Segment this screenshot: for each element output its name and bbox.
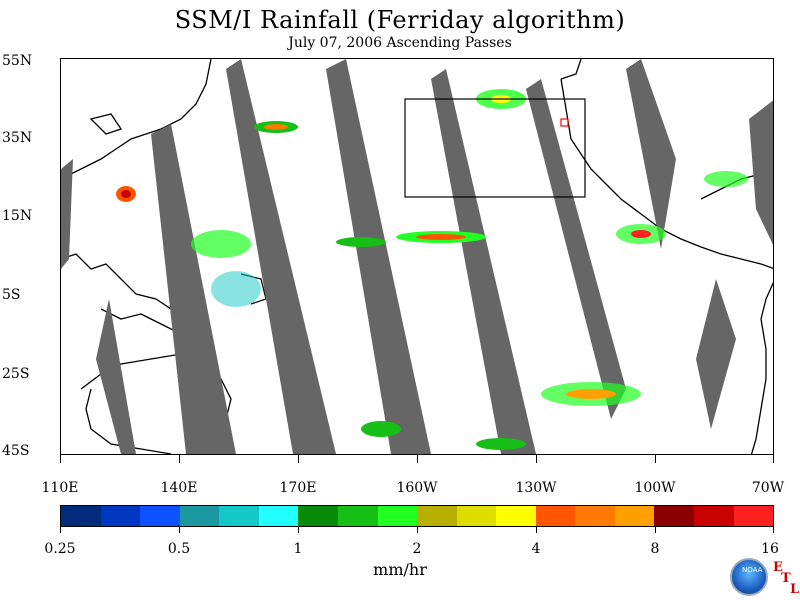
lon-label: 100W	[634, 480, 676, 496]
colorbar-swatch	[694, 506, 734, 526]
lat-label: 35N	[2, 130, 33, 146]
colorbar-swatch	[614, 506, 655, 526]
colorbar-swatch	[179, 506, 220, 526]
lon-label: 70W	[751, 480, 785, 496]
colorbar-label: 8	[650, 541, 660, 557]
colorbar-swatch	[337, 506, 378, 526]
colorbar-swatch	[654, 506, 694, 526]
etl-letter: L	[790, 582, 800, 597]
lon-tick	[655, 455, 656, 463]
analysis-box	[404, 98, 586, 198]
map-graphic	[61, 59, 773, 454]
colorbar-units: mm/hr	[373, 560, 427, 579]
lat-label: 25S	[2, 366, 30, 382]
chart-title: SSM/I Rainfall (Ferriday algorithm)	[174, 6, 626, 34]
noaa-logo-text: NOAA	[742, 566, 763, 574]
lon-tick	[536, 455, 537, 463]
lat-label: 55N	[2, 53, 33, 69]
lon-label: 140E	[160, 480, 198, 496]
colorbar-swatch	[377, 506, 418, 526]
chart-subtitle: July 07, 2006 Ascending Passes	[288, 35, 512, 51]
colorbar-swatch	[456, 506, 497, 526]
colorbar-tick	[60, 527, 61, 533]
colorbar-label: 2	[412, 541, 422, 557]
swath-gaps	[61, 59, 773, 454]
lon-tick	[417, 455, 418, 463]
lon-label: 110E	[41, 480, 79, 496]
colorbar-swatch	[140, 506, 180, 526]
colorbar-swatch	[61, 506, 101, 526]
station-marker	[560, 118, 569, 127]
colorbar-tick	[179, 527, 180, 533]
colorbar-label: 16	[761, 541, 779, 557]
colorbar-tick	[536, 527, 537, 533]
colorbar-label: 0.25	[44, 541, 76, 557]
lat-label: 15N	[2, 208, 33, 224]
lon-tick	[60, 455, 61, 463]
colorbar-swatch	[535, 506, 576, 526]
colorbar-tick	[655, 527, 656, 533]
colorbar	[60, 505, 774, 527]
colorbar-swatch	[733, 506, 774, 526]
colorbar-swatch	[258, 506, 299, 526]
colorbar-label: 1	[293, 541, 303, 557]
rainfall-map	[60, 58, 774, 455]
colorbar-tick	[773, 527, 774, 533]
colorbar-swatch	[575, 506, 615, 526]
colorbar-tick	[417, 527, 418, 533]
colorbar-swatch	[417, 506, 457, 526]
noaa-logo	[730, 558, 768, 596]
colorbar-tick	[298, 527, 299, 533]
colorbar-swatch	[100, 506, 141, 526]
colorbar-swatch	[298, 506, 338, 526]
colorbar-swatch	[219, 506, 259, 526]
colorbar-label: 4	[531, 541, 541, 557]
lat-label: 5S	[2, 287, 21, 303]
lon-label: 170E	[279, 480, 317, 496]
lon-tick	[298, 455, 299, 463]
lat-label: 45S	[2, 443, 30, 459]
etl-letter: E	[773, 560, 783, 575]
lon-tick	[773, 455, 774, 463]
etl-letter: T	[781, 571, 791, 586]
colorbar-swatch	[496, 506, 536, 526]
lon-label: 130W	[515, 480, 557, 496]
colorbar-label: 0.5	[167, 541, 191, 557]
lon-tick	[179, 455, 180, 463]
lon-label: 160W	[396, 480, 438, 496]
